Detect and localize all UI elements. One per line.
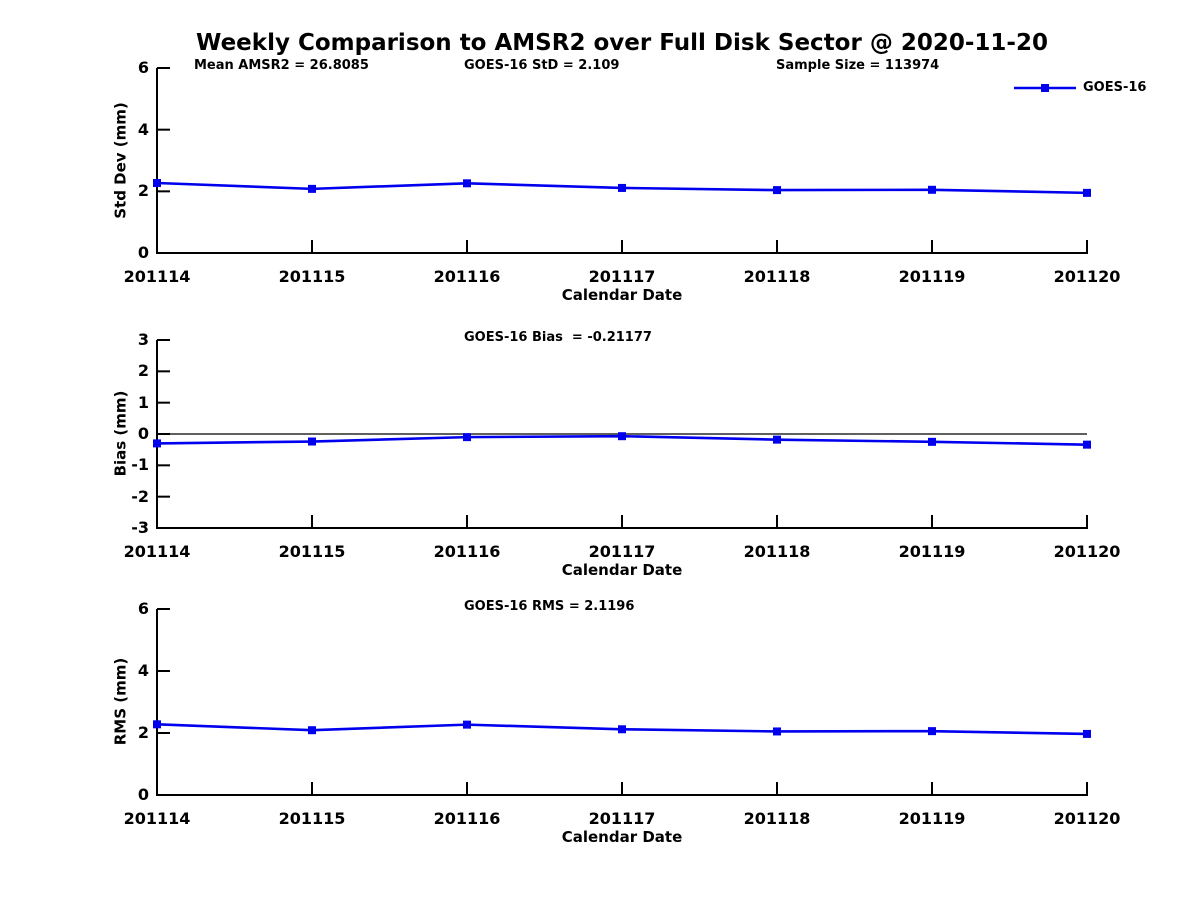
std-dev-annotation: GOES-16 StD = 2.109: [464, 58, 620, 73]
std-dev-x-tick-label: 201118: [743, 267, 811, 286]
bias-y-tick-label: 0: [137, 424, 149, 443]
bias-data-marker: [1083, 440, 1091, 449]
std-dev-x-tick-label: 201116: [433, 267, 501, 286]
rms-x-tick-label: 201117: [588, 809, 656, 828]
rms-x-tick-label: 201114: [123, 809, 191, 828]
rms-data-marker: [928, 727, 936, 736]
std-dev-x-tick-label: 201114: [123, 267, 191, 286]
rms-data-marker: [1083, 729, 1091, 738]
bias-data-marker: [153, 439, 161, 448]
bias-annotation: GOES-16 Bias = -0.21177: [464, 330, 652, 345]
bias-data-marker: [928, 437, 936, 446]
bias-y-tick-label: 3: [137, 330, 149, 349]
rms-data-marker: [773, 727, 781, 736]
bias-y-tick-label: -3: [131, 518, 149, 537]
bias-y-tick-label: 1: [137, 392, 149, 412]
rms-data-marker: [308, 726, 316, 735]
rms-x-tick-label: 201115: [278, 809, 346, 828]
bias-x-tick-label: 201120: [1053, 542, 1121, 561]
bias-data-marker: [463, 433, 471, 442]
bias-data-marker: [618, 432, 626, 441]
bias-x-tick-label: 201114: [123, 542, 191, 561]
bias-x-tick-label: 201119: [898, 542, 966, 561]
bias-x-tick-label: 201118: [743, 542, 811, 561]
bias-x-tick-label: 201117: [588, 542, 656, 561]
std-dev-y-tick-label: 0: [137, 243, 149, 262]
std-dev-y-tick-label: 2: [137, 181, 149, 201]
std-dev-x-tick-label: 201120: [1053, 267, 1121, 286]
legend-line-marker-icon: [1014, 83, 1076, 92]
std-dev-x-axis-label: Calendar Date: [561, 286, 683, 304]
bias-y-tick-label: -2: [131, 486, 149, 506]
std-dev-data-marker: [773, 186, 781, 195]
std-dev-data-marker: [463, 179, 471, 188]
rms-y-tick-label: 6: [137, 599, 149, 618]
std-dev-annotation: Mean AMSR2 = 26.8085: [194, 58, 369, 73]
std-dev-y-tick-label: 4: [137, 119, 149, 139]
rms-y-tick-label: 2: [137, 723, 149, 742]
rms-annotation: GOES-16 RMS = 2.1196: [464, 599, 635, 614]
rms-x-tick-label: 201118: [743, 809, 811, 828]
bias-y-tick-label: 2: [137, 361, 149, 381]
rms-y-tick-label: 4: [137, 661, 149, 680]
rms-x-tick-label: 201119: [898, 809, 966, 828]
std-dev-x-tick-label: 201119: [898, 267, 966, 286]
rms-data-marker: [153, 720, 161, 729]
legend-label: GOES-16: [1083, 80, 1147, 95]
rms-x-axis-label: Calendar Date: [561, 828, 683, 846]
rms-x-tick-label: 201120: [1053, 809, 1121, 828]
std-dev-y-tick-label: 6: [137, 58, 149, 77]
std-dev-data-marker: [153, 179, 161, 188]
std-dev-data-marker: [618, 183, 626, 192]
bias-x-tick-label: 201116: [433, 542, 501, 561]
std-dev-data-marker: [1083, 188, 1091, 197]
std-dev-x-tick-label: 201115: [278, 267, 346, 286]
rms-x-tick-label: 201116: [433, 809, 501, 828]
rms-data-marker: [463, 720, 471, 729]
bias-x-tick-label: 201115: [278, 542, 346, 561]
legend: GOES-16: [1014, 80, 1146, 95]
std-dev-y-axis-label: Std Dev (mm): [111, 101, 130, 219]
std-dev-annotation: Sample Size = 113974: [776, 58, 940, 73]
std-dev-data-marker: [928, 185, 936, 194]
rms-y-tick-label: 0: [137, 785, 149, 804]
std-dev-x-tick-label: 201117: [588, 267, 656, 286]
rms-data-marker: [618, 725, 626, 734]
figure-title: Weekly Comparison to AMSR2 over Full Dis…: [196, 30, 1048, 56]
bias-y-tick-label: -1: [131, 455, 149, 475]
bias-y-axis-label: Bias (mm): [111, 390, 130, 477]
bias-data-marker: [773, 435, 781, 444]
bias-x-axis-label: Calendar Date: [561, 561, 683, 579]
bias-data-marker: [308, 437, 316, 446]
rms-y-axis-label: RMS (mm): [111, 657, 130, 746]
std-dev-data-marker: [308, 184, 316, 193]
